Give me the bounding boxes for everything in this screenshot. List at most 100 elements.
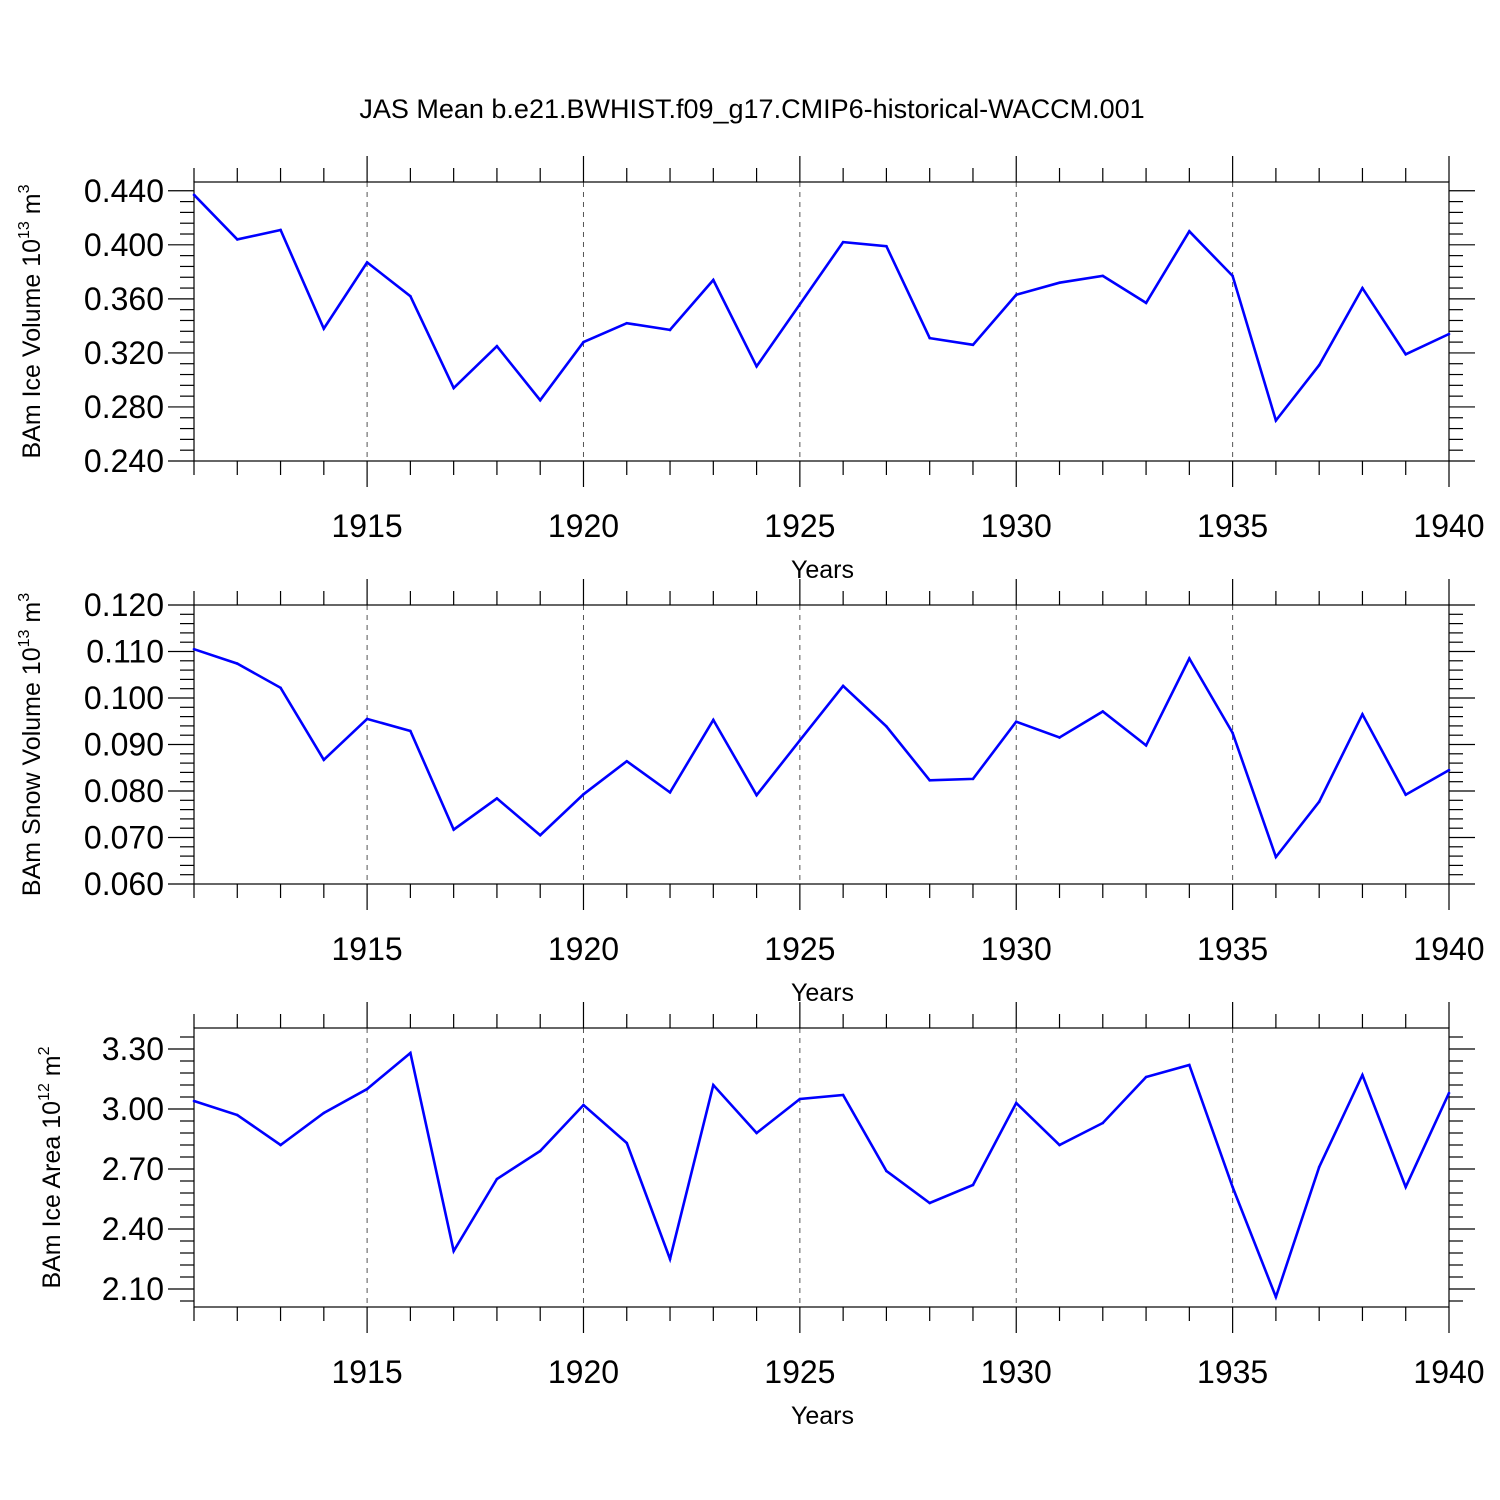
y-axis-title-exponent: 13 [16,629,33,647]
snow-volume-data-point [538,833,542,837]
ice-volume-data-point [409,294,412,298]
chart-title: JAS Mean b.e21.BWHIST.f09_g17.CMIP6-hist… [359,94,1144,124]
y-tick-label: 0.400 [84,227,164,263]
ice-volume-data-point [1014,293,1018,297]
ice-volume-data-point [1447,332,1451,336]
y-tick-label: 2.40 [102,1211,164,1247]
ice-area-panel: 2.10 2.40 2.70 3.00 3.30 1915 1920 1925 1930 1935… [36,1002,1485,1430]
x-axis-title: Years [791,556,854,584]
ice-area-data-point [1101,1121,1105,1125]
y-tick-label: 0.110 [86,634,164,670]
ice-volume-data-point [538,398,542,402]
x-tick-label: 1935 [1197,1354,1268,1390]
plot-frame [193,604,1450,885]
x-tick-label: 1925 [764,931,835,967]
ice-area-data-point [1144,1075,1148,1079]
y-axis-title: BAm Snow Volume 1013 m3 [16,593,46,896]
ice-volume-data-point [279,228,282,232]
y-tick-label: 0.060 [84,866,164,902]
snow-volume-data-point [582,792,585,796]
snow-volume-data-point [1361,712,1364,716]
x-tick-label: 1930 [981,931,1052,967]
ice-area-data-point [755,1131,758,1135]
x-tick-label: 1920 [548,1354,619,1390]
ice-volume-data-point [798,302,802,306]
snow-volume-data-point [322,758,326,762]
x-tick-label: 1915 [332,1354,403,1390]
ice-volume-data-point [1101,274,1105,278]
ice-volume-data-point [668,328,672,332]
ice-area-data-point [409,1051,412,1055]
y-tick-label: 0.100 [84,680,164,716]
y-axis-title: BAm Ice Area 1012 m2 [36,1046,66,1288]
snow-volume-data-point [668,791,672,794]
ice-area-data-point [279,1143,282,1147]
y-axis-title-main: BAm Ice Area 10 [38,1101,66,1289]
ice-volume-data-point [235,238,239,241]
y-tick-label: 3.30 [102,1031,164,1067]
ice-volume-data-point [1058,281,1061,284]
ice-volume-series-line [193,193,1450,424]
x-tick-label: 1930 [981,508,1052,544]
x-tick-label: 1915 [332,931,403,967]
snow-volume-data-point [1274,855,1278,859]
ice-area-data-point [1188,1063,1191,1067]
ice-area-data-point [1317,1165,1321,1169]
ice-area-data-point [495,1177,499,1181]
ice-volume-data-point [1231,274,1234,278]
ice-area-data-point [712,1083,715,1087]
snow-volume-data-point [1231,731,1234,735]
ice-area-data-point [322,1111,326,1115]
y-axis-title-exponent: 12 [36,1083,53,1101]
y-tick-label: 0.080 [84,773,164,809]
snow-volume-data-point [495,797,499,800]
snow-volume-data-point [885,725,888,728]
snow-volume-data-point [755,793,758,797]
snow-volume-data-point [409,729,412,733]
x-axis-title: Years [791,1402,854,1430]
snow-volume-data-point [452,828,455,831]
ice-volume-data-point [1188,230,1191,233]
y-axis-title-unit-exponent: 2 [36,1046,53,1055]
x-tick-label: 1925 [764,508,835,544]
ice-volume-data-point [841,240,845,244]
ice-area-data-point [365,1087,369,1091]
y-tick-label: 0.320 [84,335,164,371]
ice-area-data-point [668,1257,672,1261]
ice-volume-data-point [625,321,629,325]
y-axis-title-unit: m [38,1055,66,1083]
ice-area-data-point [1361,1073,1364,1077]
x-tick-label: 1940 [1413,508,1484,544]
snow-volume-data-point [971,777,975,781]
plot-frame [193,181,1450,462]
ice-area-data-point [928,1201,931,1205]
ice-area-data-point [192,1099,196,1103]
y-axis-title: BAm Ice Volume 1013 m3 [16,184,46,458]
y-axis-title-main: BAm Snow Volume 10 [18,647,46,896]
snow-volume-data-point [1058,736,1061,739]
ice-volume-data-point [1317,363,1321,367]
ice-area-data-point [235,1113,239,1117]
y-tick-label: 0.120 [84,587,164,623]
ice-volume-panel: 0.240 0.280 0.320 0.360 0.400 0.440 1915 1920 19… [16,156,1485,584]
y-axis-title-unit-exponent: 3 [16,184,33,193]
ice-volume-data-point [365,261,369,264]
ice-area-data-point [1404,1185,1408,1189]
ice-area-data-point [582,1103,585,1107]
y-tick-label: 0.070 [84,820,164,856]
x-tick-label: 1940 [1413,1354,1484,1390]
snow-volume-data-point [1447,768,1451,772]
ice-volume-data-point [1144,301,1148,305]
plot-frame [193,1027,1450,1308]
snow-volume-data-point [1014,720,1018,724]
snow-volume-data-point [625,759,629,763]
snow-volume-data-point [1188,657,1191,660]
x-tick-label: 1915 [332,508,403,544]
y-tick-label: 3.00 [102,1091,164,1127]
ice-area-data-point [798,1097,802,1101]
ice-volume-data-point [452,386,455,390]
ice-volume-data-point [582,340,585,344]
ice-area-data-point [1447,1091,1451,1095]
y-tick-label: 0.280 [84,389,164,425]
